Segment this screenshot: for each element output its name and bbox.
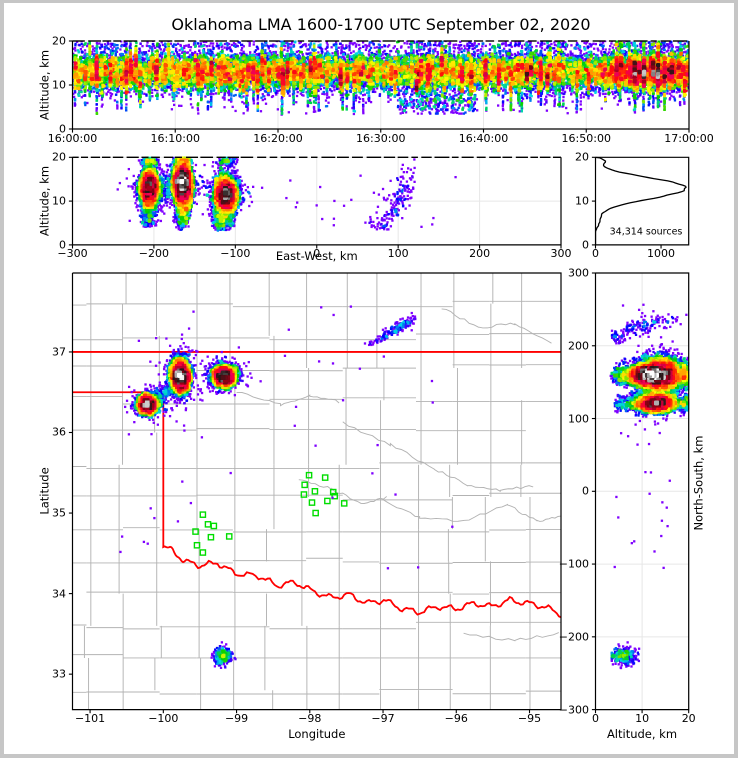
north-south-xtick-label: 10	[635, 712, 650, 725]
east-west-xtick-label: −100	[220, 247, 251, 260]
time-height-ytick-label: 0	[59, 122, 66, 136]
time-tick-label: 16:00:00	[47, 131, 98, 145]
north-south-ytick-label: 300	[568, 266, 589, 280]
time-tick-label: 17:00:00	[664, 131, 714, 145]
map-xtick-label: −96	[444, 712, 468, 725]
map-xtick-label: −97	[371, 712, 395, 725]
north-south-xlabel: Altitude, km	[606, 727, 678, 741]
north-south-ytick-label: 100	[568, 412, 589, 426]
map-xtick-label: −98	[298, 712, 322, 725]
map-ytick-label: 34	[52, 587, 66, 601]
histogram-xtick-label: 1000	[647, 247, 676, 260]
map-xtick-label: −100	[148, 712, 179, 725]
histogram-sources-annotation: 34,314 sources	[609, 225, 683, 237]
time-tick-label: 16:50:00	[561, 131, 611, 145]
map-ytick-label: 33	[52, 667, 66, 681]
time-tick-label: 16:40:00	[458, 131, 509, 145]
north-south-ytick-label: −300	[558, 703, 589, 717]
time-tick-label: 16:20:00	[253, 131, 303, 145]
north-south-ytick-label: −100	[558, 557, 589, 571]
east-west-xtick-label: 300	[550, 247, 572, 260]
map-ytick-label: 36	[52, 425, 66, 439]
north-south-ytick-label: −200	[558, 630, 589, 644]
time-height-ytick-label: 10	[52, 78, 66, 92]
east-west-ylabel: Altitude, km	[37, 165, 52, 237]
map-xtick-label: −101	[74, 712, 106, 725]
north-south-ylabel: North-South, km	[691, 435, 706, 531]
time-tick-label: 16:30:00	[356, 131, 406, 145]
east-west-xtick-label: −200	[138, 247, 170, 260]
histogram-ytick-label: 20	[575, 150, 589, 164]
north-south-ytick-label: 0	[582, 484, 589, 498]
time-height-ytick-label: 20	[52, 34, 66, 48]
histogram-xtick-label: 0	[592, 247, 599, 260]
plot-title: Oklahoma LMA 1600-1700 UTC September 02,…	[171, 15, 591, 34]
east-west-xlabel: East-West, km	[275, 249, 358, 263]
north-south-xtick-label: 0	[592, 712, 599, 725]
time-tick-label: 16:10:00	[150, 131, 200, 145]
histogram-ytick-label: 0	[582, 238, 589, 252]
east-west-ytick-label: 0	[59, 238, 66, 252]
east-west-ytick-label: 10	[52, 194, 66, 208]
north-south-xtick-label: 20	[681, 712, 696, 725]
east-west-xtick-label: −300	[57, 247, 88, 260]
east-west-xtick-label: 100	[387, 247, 409, 260]
histogram-ytick-label: 10	[575, 194, 589, 208]
east-west-xtick-label: 0	[313, 247, 321, 260]
north-south-ytick-label: 200	[568, 339, 589, 353]
map-xtick-label: −95	[517, 712, 542, 725]
map-xlabel: Longitude	[288, 727, 346, 741]
map-xtick-label: −99	[224, 712, 249, 725]
map-ylabel: Latitude	[37, 467, 52, 515]
east-west-ytick-label: 20	[52, 150, 66, 164]
time-height-ylabel: Altitude, km	[37, 49, 52, 121]
east-west-xtick-label: 200	[469, 247, 491, 260]
map-ytick-label: 37	[52, 345, 66, 359]
map-ytick-label: 35	[52, 506, 66, 520]
